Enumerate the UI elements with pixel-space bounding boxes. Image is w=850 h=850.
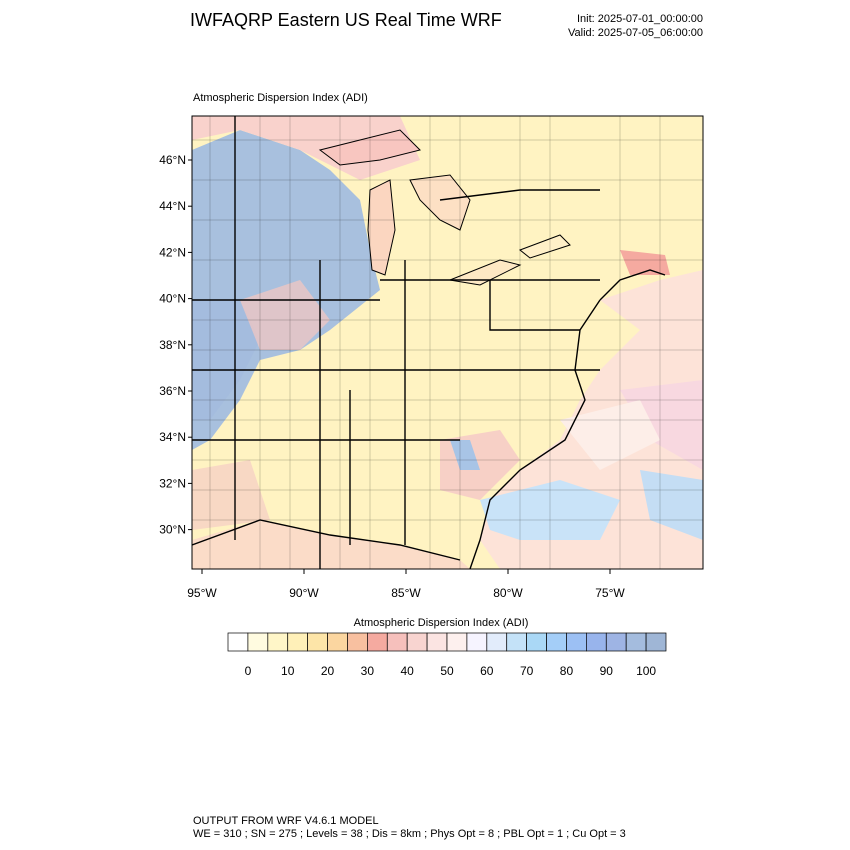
colorbar-box — [645, 632, 667, 652]
colorbar-box — [486, 632, 508, 652]
colorbar-box — [307, 632, 328, 652]
lat-label: 36°N — [159, 384, 186, 398]
title: IWFAQRP Eastern US Real Time WRF — [190, 10, 502, 30]
lon-label: 95°W — [187, 586, 217, 600]
colorbar-label: 100 — [636, 664, 656, 678]
colorbar-box — [566, 632, 587, 652]
lon-label: 75°W — [595, 586, 625, 600]
colorbar-label: 0 — [245, 664, 252, 678]
colorbar-box — [327, 632, 348, 652]
init-time: Init: 2025-07-01_00:00:00 — [577, 13, 703, 25]
lat-label: 38°N — [159, 338, 186, 352]
colorbar-label: 20 — [321, 664, 335, 678]
map-field — [192, 116, 703, 569]
colorbar-box — [605, 632, 627, 652]
colorbar-box — [466, 632, 488, 652]
valid-time: Valid: 2025-07-05_06:00:00 — [568, 27, 703, 39]
colorbar-box — [506, 632, 527, 652]
colorbar-title: Atmospheric Dispersion Index (ADI) — [354, 617, 529, 629]
lat-label: 44°N — [159, 199, 186, 213]
lat-label: 46°N — [159, 153, 186, 167]
colorbar-box — [247, 632, 269, 652]
colorbar-label: 50 — [440, 664, 454, 678]
footer-line: WE = 310 ; SN = 275 ; Levels = 38 ; Dis … — [193, 828, 626, 840]
colorbar-box — [386, 632, 408, 652]
colorbar-label: 30 — [361, 664, 375, 678]
lon-label: 90°W — [289, 586, 319, 600]
colorbar-box — [406, 632, 428, 652]
colorbar-box — [526, 632, 547, 652]
colorbar-box — [546, 632, 567, 652]
colorbar-label: 70 — [520, 664, 534, 678]
map-subtitle: Atmospheric Dispersion Index (ADI) — [193, 92, 368, 104]
colorbar-box — [367, 632, 388, 652]
lat-label: 40°N — [159, 292, 186, 306]
colorbar-box — [625, 632, 647, 652]
lat-label: 42°N — [159, 245, 186, 259]
colorbar-box — [586, 632, 607, 652]
colorbar-label: 90 — [600, 664, 614, 678]
colorbar-box — [267, 632, 289, 652]
lon-label: 80°W — [493, 586, 523, 600]
colorbar-label: 80 — [560, 664, 574, 678]
footer-line: OUTPUT FROM WRF V4.6.1 MODEL — [193, 815, 379, 827]
colorbar-label: 40 — [401, 664, 415, 678]
lat-label: 30°N — [159, 523, 186, 537]
lat-label: 32°N — [159, 476, 186, 490]
colorbar-box — [347, 632, 368, 652]
lon-label: 85°W — [391, 586, 421, 600]
lat-label: 34°N — [159, 430, 186, 444]
colorbar-box — [446, 632, 468, 652]
colorbar-box — [426, 632, 448, 652]
map-frame — [191, 115, 704, 570]
colorbar-label: 10 — [281, 664, 295, 678]
colorbar-box — [287, 632, 308, 652]
colorbar-box — [227, 632, 249, 652]
colorbar-label: 60 — [480, 664, 494, 678]
